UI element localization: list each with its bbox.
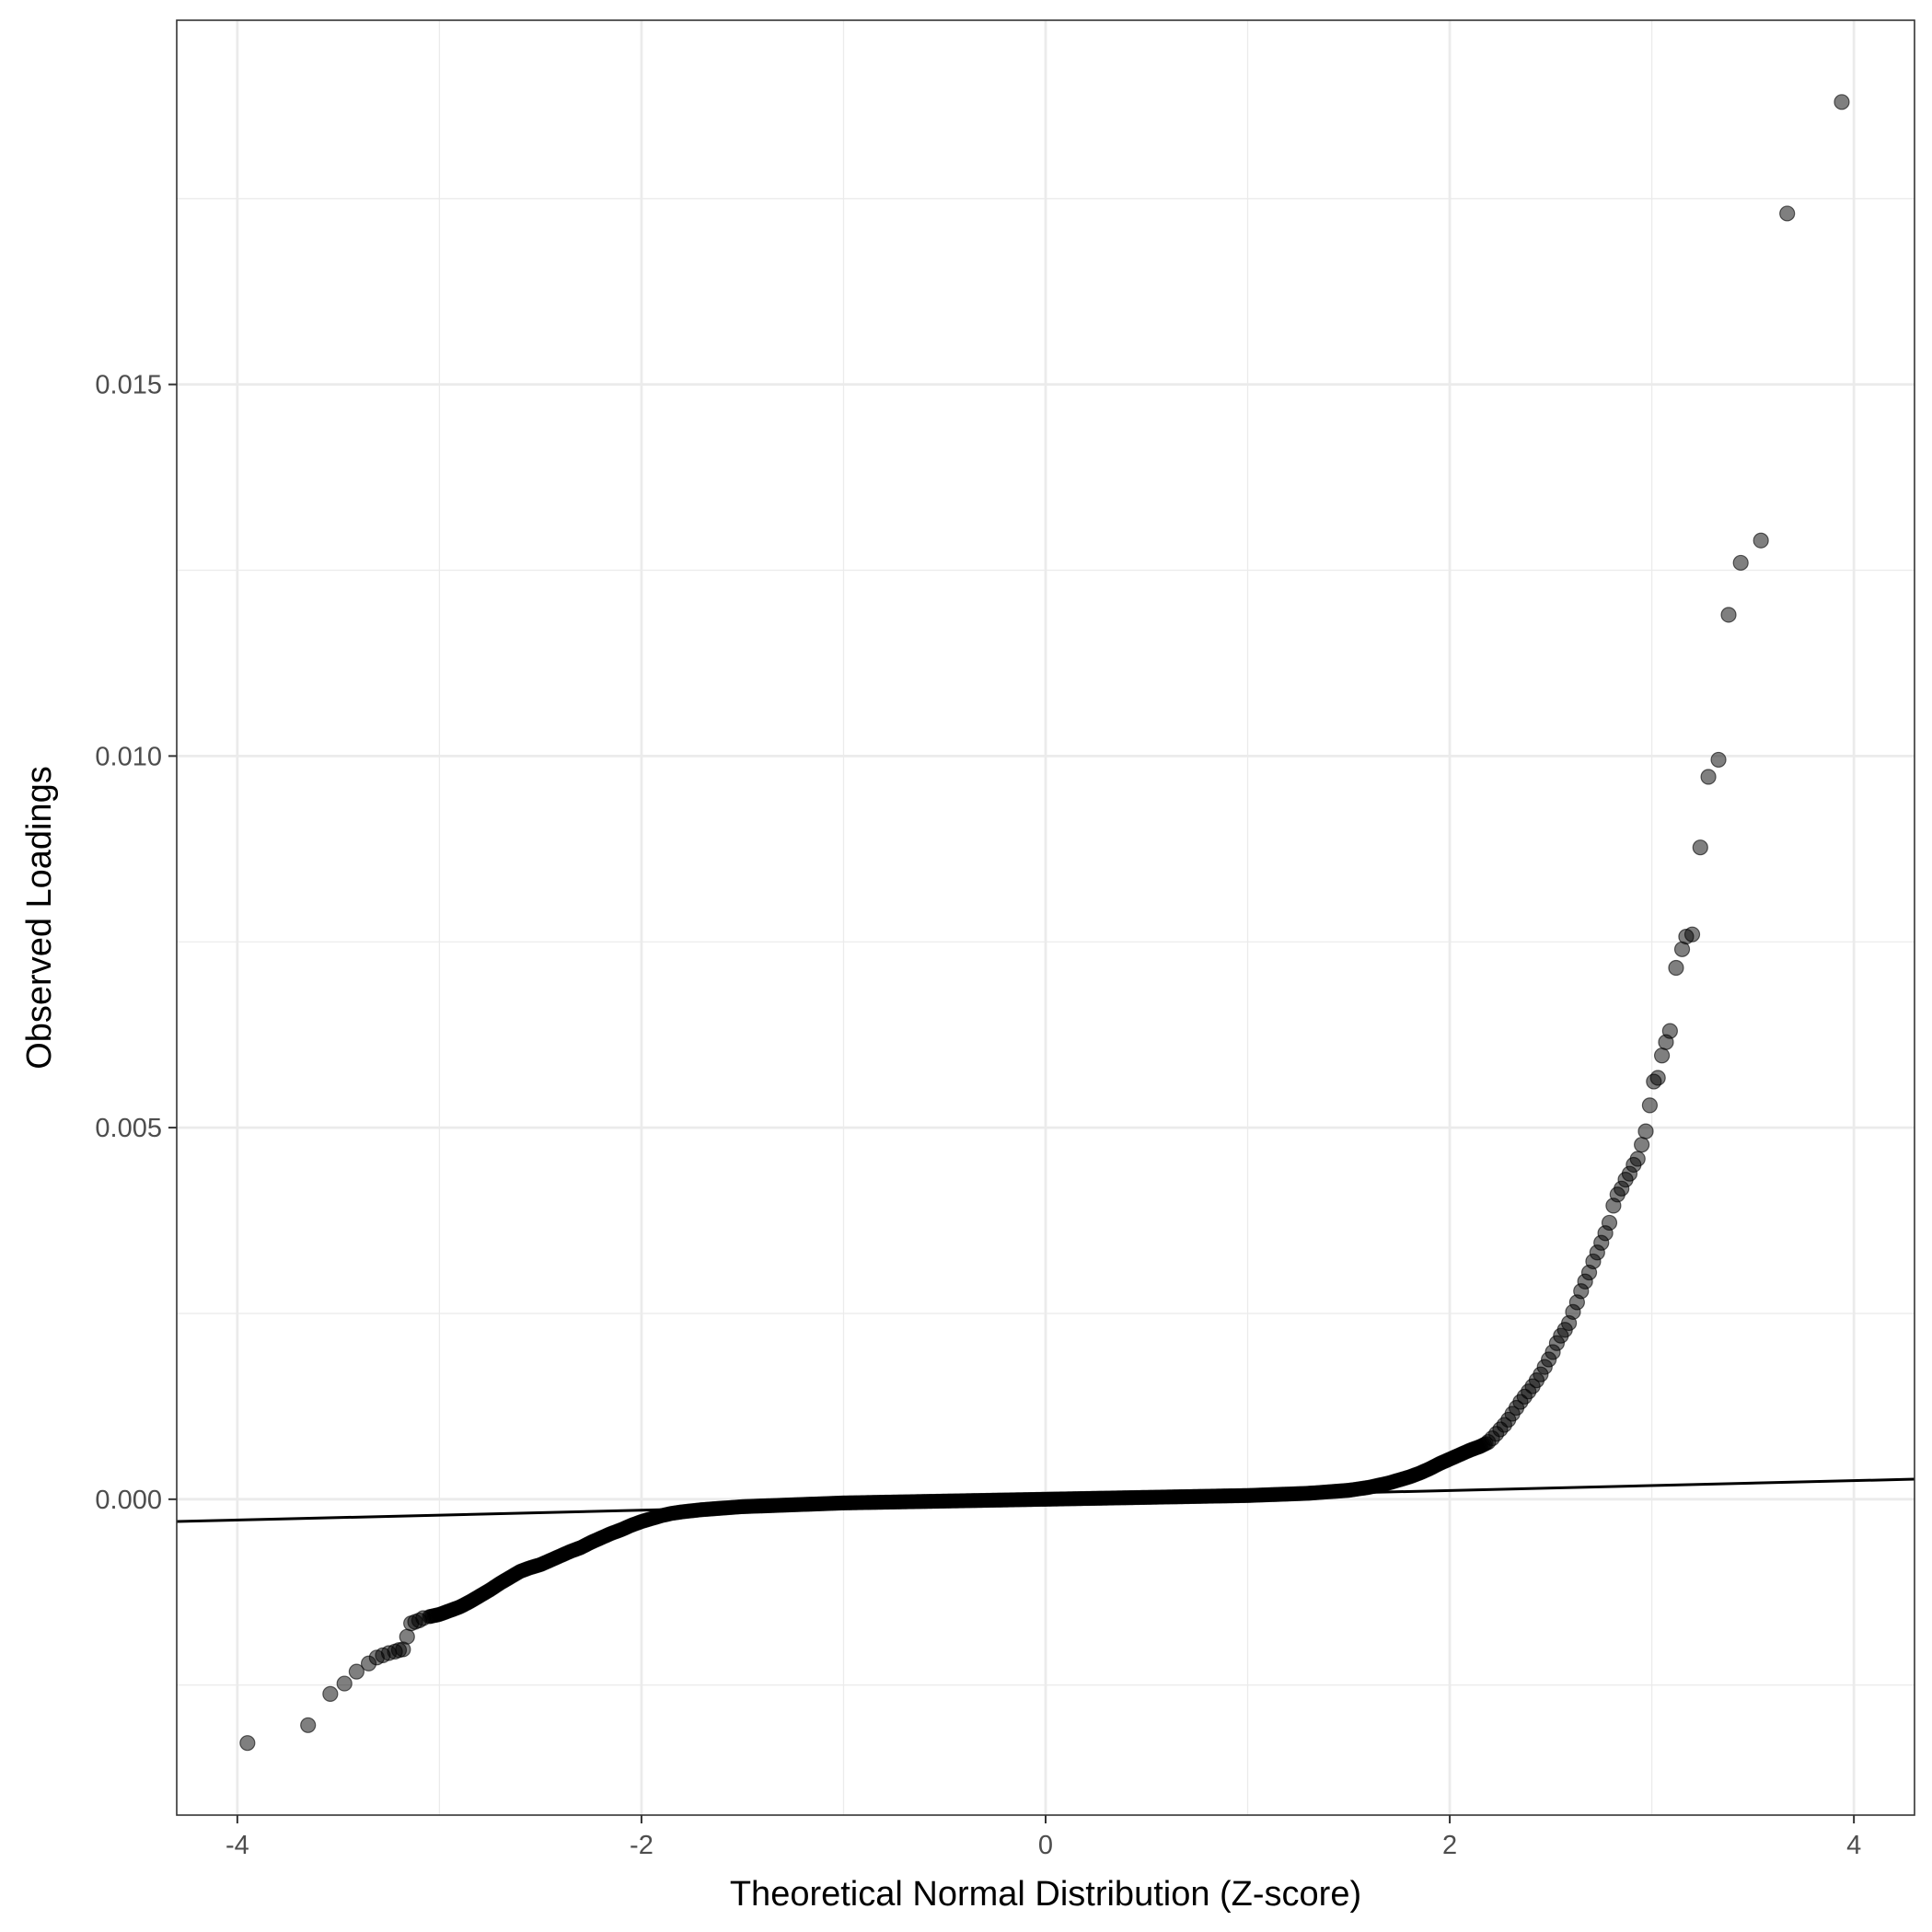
data-point <box>1641 1097 1659 1114</box>
data-point <box>1753 532 1769 549</box>
y-tick-label: 0.015 <box>95 371 162 400</box>
data-point <box>1637 1123 1654 1140</box>
x-axis-ticks: -4 -2 0 2 4 <box>226 1815 1861 1860</box>
data-point <box>1834 94 1850 110</box>
grid-lines <box>177 20 1915 1815</box>
data-point <box>1673 941 1691 957</box>
y-axis-ticks: 0.000 0.005 0.010 0.015 <box>95 371 177 1515</box>
y-axis-title: Observed Loadings <box>20 766 59 1070</box>
data-point <box>322 1685 339 1702</box>
data-point <box>1700 769 1717 785</box>
data-point <box>403 1615 420 1632</box>
data-point <box>1779 205 1796 222</box>
x-tick-label: 0 <box>1038 1831 1053 1860</box>
y-tick-label: 0.005 <box>95 1114 162 1143</box>
data-point <box>336 1675 353 1692</box>
y-tick-label: 0.010 <box>95 742 162 771</box>
data-point <box>1480 1434 1497 1451</box>
data-point <box>1653 1047 1671 1064</box>
x-tick-label: 2 <box>1442 1831 1457 1860</box>
data-point <box>1710 751 1727 769</box>
x-tick-label: -4 <box>226 1831 249 1860</box>
data-point <box>239 1735 256 1752</box>
data-point <box>1732 554 1749 572</box>
data-point <box>1720 607 1737 623</box>
data-point <box>1634 1137 1650 1153</box>
data-point <box>300 1717 317 1733</box>
data-point <box>1668 959 1684 977</box>
data-point <box>1658 1034 1674 1050</box>
y-tick-label: 0.000 <box>95 1486 162 1515</box>
data-points <box>239 94 1850 1752</box>
data-point <box>1605 1197 1622 1214</box>
x-axis-title: Theoretical Normal Distribution (Z-score… <box>730 1875 1361 1914</box>
data-point <box>360 1655 377 1672</box>
data-point <box>1692 839 1708 856</box>
x-tick-label: 4 <box>1846 1831 1861 1860</box>
x-tick-label: -2 <box>630 1831 654 1860</box>
data-point <box>1646 1073 1662 1090</box>
data-point <box>348 1663 364 1680</box>
